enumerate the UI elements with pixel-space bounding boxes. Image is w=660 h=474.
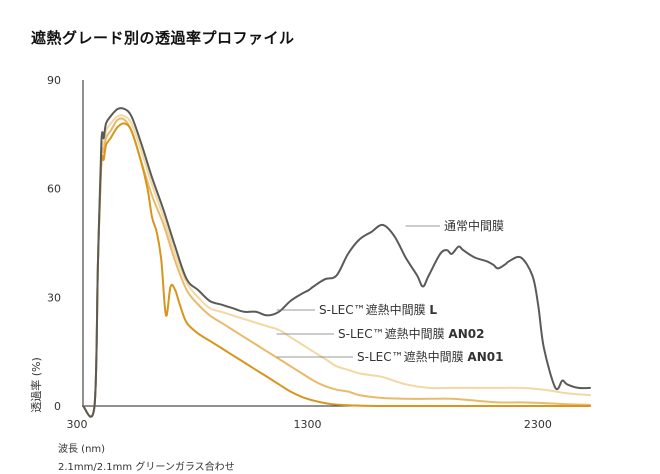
chart-note: 2.1mm/2.1mm グリーンガラス合わせ (58, 462, 235, 473)
y-tick-label: 30 (47, 291, 61, 304)
series-label-3: S-LEC™遮熱中間膜 AN01 (357, 349, 503, 364)
chart-title: 遮熱グレード別の透過率プロファイル (31, 29, 295, 47)
x-tick-label: 1300 (293, 418, 321, 431)
series-line-2 (82, 117, 591, 418)
x-tick-label: 300 (67, 418, 88, 431)
y-tick-label: 90 (47, 74, 61, 87)
series-label-2: S-LEC™遮熱中間膜 AN02 (338, 326, 484, 341)
series-group (82, 107, 591, 418)
series-line-1 (82, 114, 591, 418)
x-tick-label: 2300 (524, 418, 552, 431)
series-line-0 (82, 107, 591, 418)
series-line-3 (82, 122, 591, 418)
axes: 0 30 60 90 300 1300 2300 (47, 74, 590, 431)
y-tick-label: 0 (54, 400, 61, 413)
y-axis-label: 透過率 (%) (29, 357, 43, 413)
series-label-1: S-LEC™遮熱中間膜 L (319, 302, 437, 317)
series-label-0: 通常中間膜 (444, 218, 504, 233)
series-labels: 通常中間膜 S-LEC™遮熱中間膜 L S-LEC™遮熱中間膜 AN02 S-LEC™… (276, 218, 504, 364)
x-axis-label: 波長 (nm) (58, 444, 106, 455)
y-tick-label: 60 (47, 183, 61, 196)
